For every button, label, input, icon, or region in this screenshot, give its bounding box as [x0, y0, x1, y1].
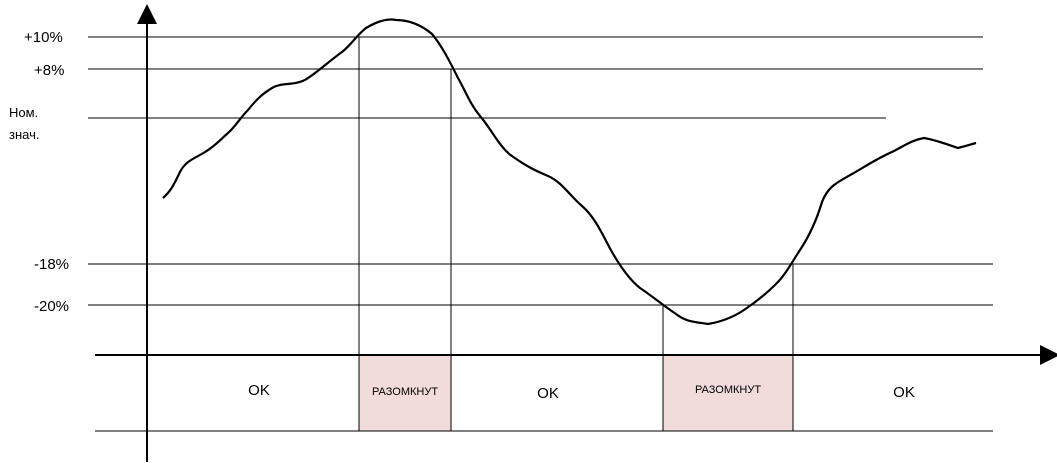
state-label-open-2: РАЗОМКНУТ [695, 384, 761, 396]
level-label-minus20: -20% [34, 298, 69, 315]
level-label-plus10: +10% [24, 29, 63, 46]
state-label-ok-3: OK [893, 384, 915, 401]
level-label-nominal-line1: Ном. [9, 105, 38, 120]
level-label-plus8: +8% [34, 62, 64, 79]
open-box-1 [358, 354, 452, 432]
state-label-ok-1: OK [248, 382, 270, 399]
voltage-curve [162, 18, 977, 326]
level-label-nominal-line2: знач. [9, 127, 39, 142]
state-label-ok-2: OK [537, 385, 559, 402]
level-label-minus18: -18% [34, 256, 69, 273]
state-label-open-1: РАЗОМКНУТ [372, 386, 438, 398]
